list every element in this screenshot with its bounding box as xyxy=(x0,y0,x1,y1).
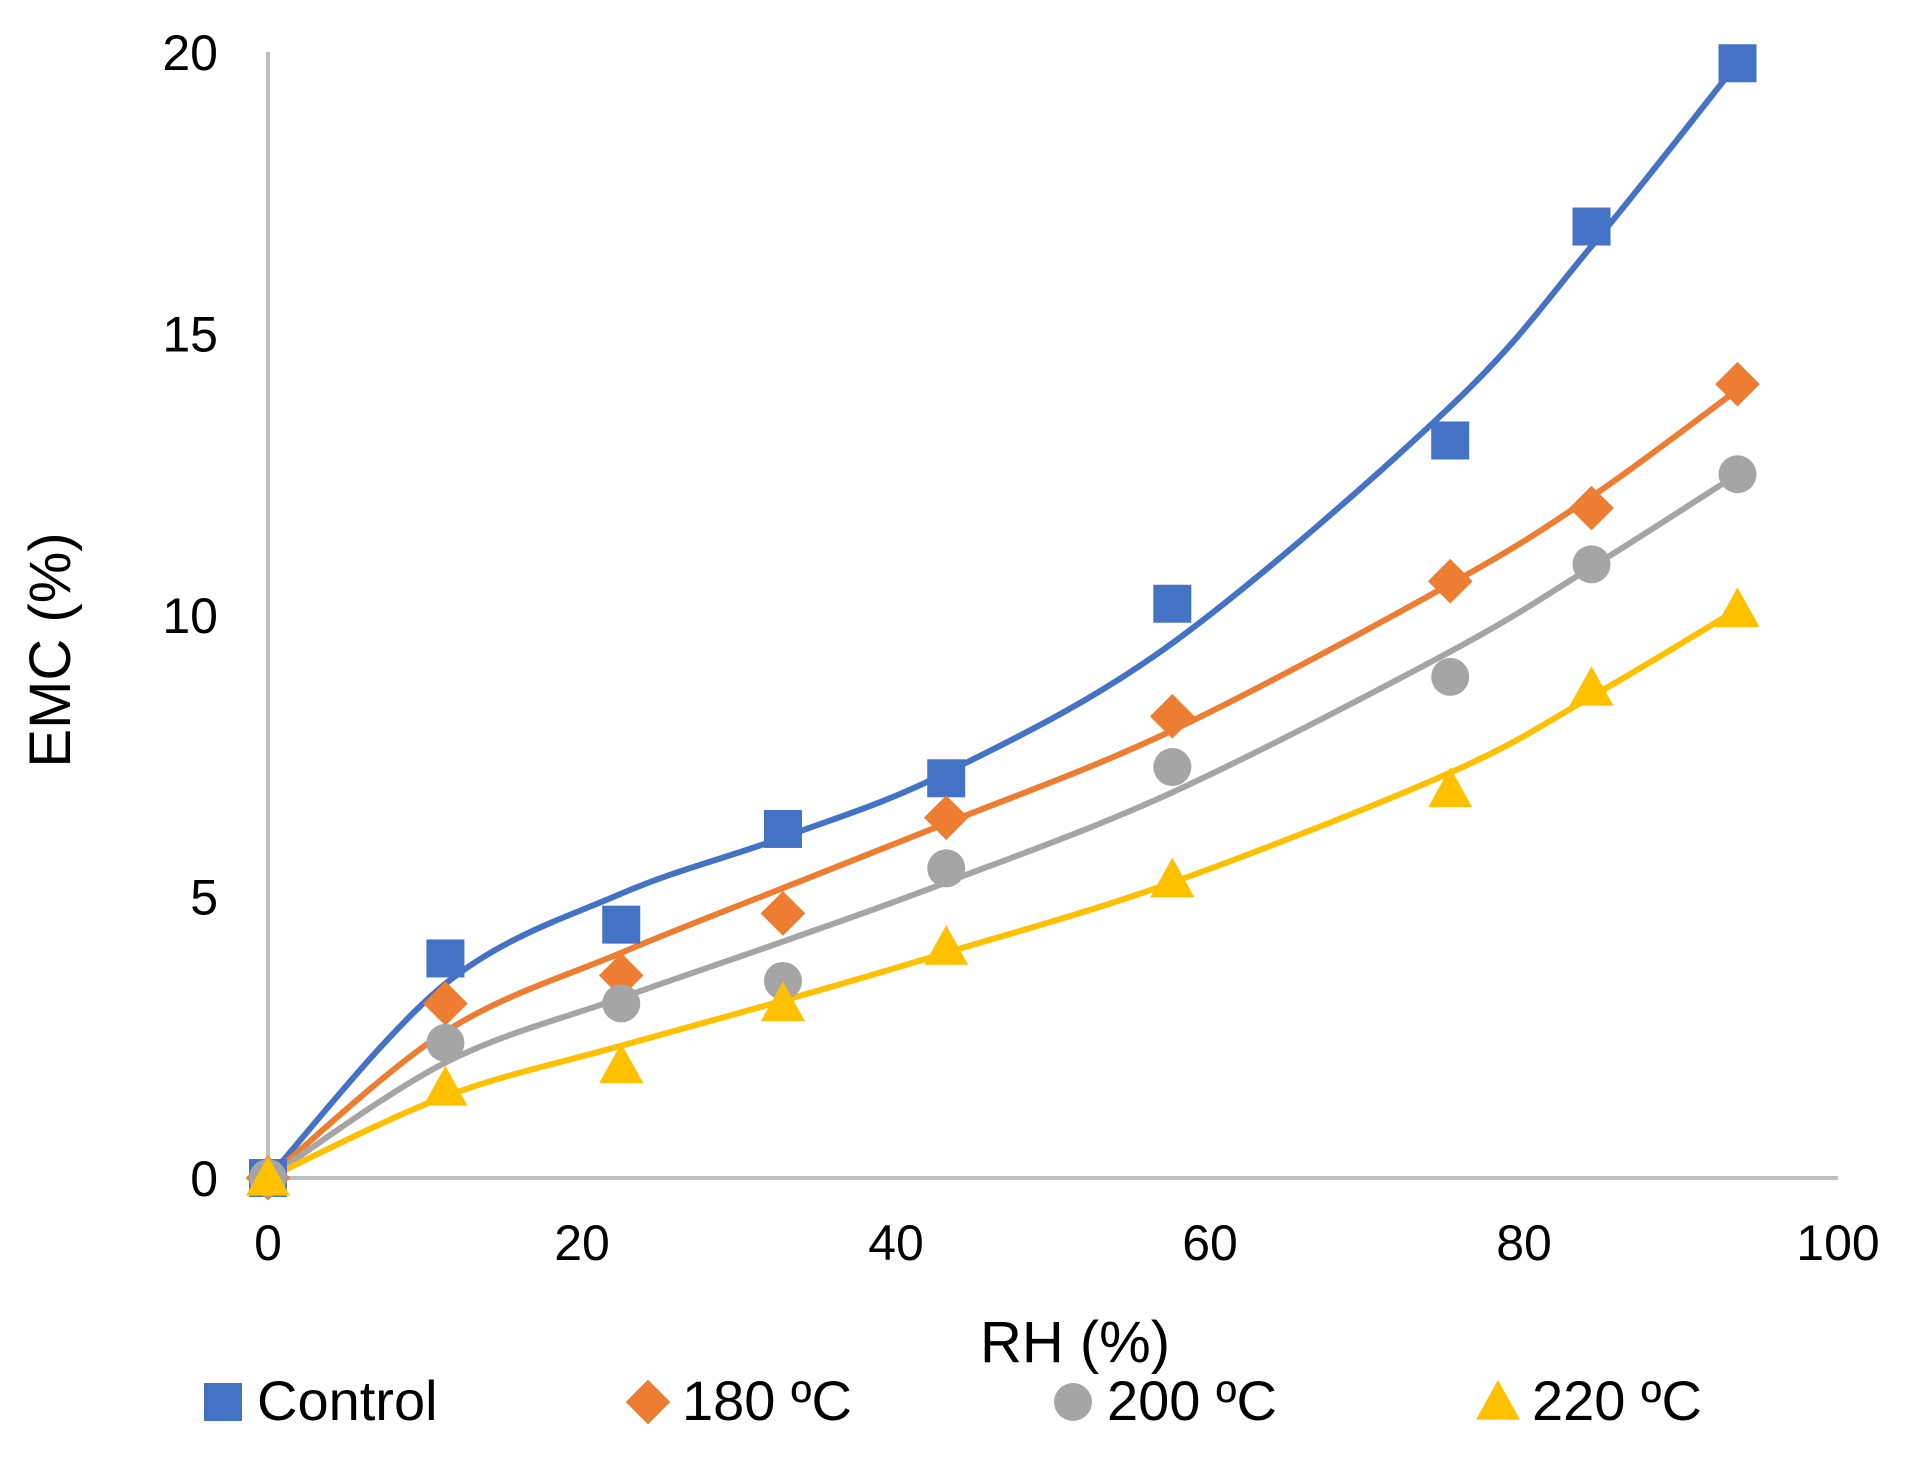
data-point-control xyxy=(763,809,802,848)
data-point-220-c xyxy=(1715,587,1760,627)
legend-label-180-c: 180 ºC xyxy=(682,1369,852,1432)
data-point-180-c xyxy=(1569,485,1614,531)
trend-line-180-c xyxy=(265,386,1741,1181)
data-point-200-c xyxy=(1153,748,1192,787)
x-tick-label: 80 xyxy=(1496,1215,1552,1271)
data-point-220-c xyxy=(599,1043,644,1083)
legend-marker-control xyxy=(204,1383,242,1421)
data-point-220-c xyxy=(924,925,969,965)
data-point-220-c xyxy=(246,1156,290,1196)
x-tick-label: 20 xyxy=(554,1215,610,1271)
legend-marker-220-c xyxy=(1476,1380,1520,1420)
legend-label-control: Control xyxy=(257,1369,438,1432)
data-point-control xyxy=(1718,44,1757,83)
data-point-220-c xyxy=(760,981,805,1022)
axes xyxy=(266,52,1838,1180)
tick-labels: 0 20 40 60 80 100 0 5 10 15 20 xyxy=(162,25,1879,1271)
data-point-control xyxy=(602,905,641,944)
trend-line-220-c xyxy=(265,606,1741,1181)
data-point-200-c xyxy=(602,984,641,1023)
x-tick-label: 40 xyxy=(868,1215,924,1271)
data-point-control xyxy=(1153,584,1192,623)
data-point-180-c xyxy=(923,795,969,840)
x-tick-label: 0 xyxy=(254,1215,282,1271)
legend-label-220-c: 220 ºC xyxy=(1532,1369,1702,1432)
data-point-200-c xyxy=(426,1023,465,1062)
data-point-200-c xyxy=(1572,545,1611,584)
data-point-220-c xyxy=(1150,857,1195,898)
data-point-200-c xyxy=(1718,455,1757,494)
data-point-220-c xyxy=(1428,767,1473,808)
data-point-200-c xyxy=(1431,657,1470,696)
data-point-control xyxy=(1431,421,1470,460)
x-tick-label: 60 xyxy=(1182,1215,1238,1271)
trend-lines xyxy=(265,60,1741,1181)
data-point-180-c xyxy=(598,953,644,998)
legend-label-200-c: 200 ºC xyxy=(1107,1369,1277,1432)
legend-marker-180-c xyxy=(625,1379,671,1425)
y-tick-label: 0 xyxy=(190,1151,218,1207)
data-point-180-c xyxy=(760,891,806,936)
data-points xyxy=(245,44,1760,1201)
data-point-220-c xyxy=(423,1065,468,1106)
trend-line-200-c xyxy=(265,471,1741,1181)
y-tick-label: 10 xyxy=(162,588,218,644)
data-point-180-c xyxy=(1150,694,1195,739)
x-tick-label: 100 xyxy=(1796,1215,1879,1271)
data-point-control xyxy=(1572,207,1611,246)
data-point-180-c xyxy=(423,981,468,1026)
x-axis-title: RH (%) xyxy=(980,1310,1170,1375)
trend-line-control xyxy=(265,60,1741,1181)
data-point-180-c xyxy=(1427,558,1473,604)
data-point-220-c xyxy=(1569,666,1614,706)
data-point-control xyxy=(426,939,465,978)
data-point-180-c xyxy=(1715,361,1760,407)
y-tick-label: 15 xyxy=(162,307,218,363)
data-point-200-c xyxy=(763,961,802,1000)
y-tick-label: 20 xyxy=(162,25,218,81)
legend-marker-200-c xyxy=(1054,1383,1092,1421)
data-point-control xyxy=(927,759,966,798)
legend: Control 180 ºC 200 ºC 220 ºC xyxy=(204,1369,1702,1432)
y-tick-label: 5 xyxy=(190,870,218,926)
y-axis-title: EMC (%) xyxy=(18,532,83,767)
data-point-200-c xyxy=(927,849,966,888)
